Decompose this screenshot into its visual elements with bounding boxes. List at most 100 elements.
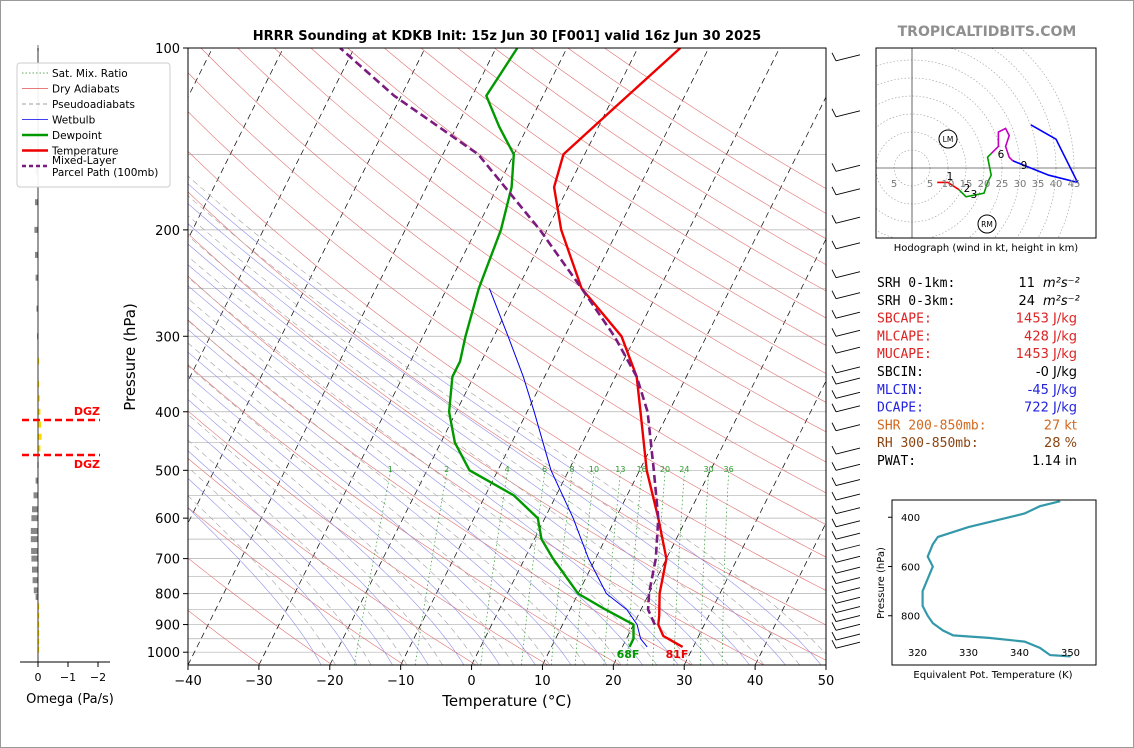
indices-table: SRH 0-1km: 11 m²s⁻² SRH 0-3km: 24 m²s⁻² SBCAPE… <box>877 276 1080 469</box>
surface-dewpoint-label: 68F <box>617 648 640 661</box>
dry-adiabat <box>200 48 826 494</box>
hodo-segment <box>937 181 960 191</box>
omega-bar <box>38 630 40 637</box>
wind-barb-flag <box>831 542 837 552</box>
wind-barb-shaft <box>835 641 861 649</box>
pseudoadiabat <box>188 389 479 665</box>
wind-barb-shaft <box>835 242 861 250</box>
wetbulb-guide <box>188 351 536 665</box>
isotherm-line <box>542 96 826 665</box>
dry-adiabat <box>188 191 826 626</box>
wind-barb-shaft <box>835 110 861 118</box>
wind-barb-shaft <box>835 377 861 385</box>
omega-x-tick-label: −1 <box>60 671 76 684</box>
index-value: 28 % <box>1044 436 1077 451</box>
dry-adiabat <box>420 48 826 319</box>
hodo-marker-label: RM <box>981 220 993 229</box>
wind-barb-flag <box>831 595 837 604</box>
omega-bar <box>31 547 38 554</box>
theta-e-line <box>921 500 1071 658</box>
wind-barb-flag <box>831 364 837 374</box>
wind-barb-shaft <box>835 271 861 279</box>
pseudoadiabat <box>188 215 765 665</box>
mixing-ratio-label: 13 <box>615 465 625 474</box>
wind-barb-flag <box>831 163 837 172</box>
hodo-height-label: 6 <box>998 149 1005 161</box>
omega-bar <box>38 408 41 415</box>
hodo-height-label: 9 <box>1021 160 1028 172</box>
wind-barb-shaft <box>835 555 861 563</box>
omega-bar <box>38 433 42 440</box>
wind-barb-shaft <box>835 424 861 432</box>
hodo-ring-label: 10 <box>942 179 955 190</box>
omega-bar <box>35 274 38 281</box>
omega-bar <box>38 358 40 365</box>
dry-adiabat <box>310 48 826 403</box>
y-tick-label: 100 <box>155 42 180 57</box>
x-tick-label: 40 <box>747 674 764 689</box>
omega-x-tick-label: −2 <box>90 671 106 684</box>
x-tick-label: −10 <box>387 674 414 689</box>
index-label: SBCIN: <box>877 365 924 380</box>
wind-barb-shaft <box>835 623 861 631</box>
y-tick-label: 300 <box>155 330 180 345</box>
hodo-ring-label: 15 <box>960 179 973 190</box>
wind-barb-shaft <box>835 566 861 574</box>
omega-panel: 0 −1 −2 Omega (Pa/s) DGZ DGZ <box>20 45 114 707</box>
hodo-marker-circle <box>938 129 958 149</box>
index-value: -45 J/kg <box>1028 383 1077 398</box>
pseudoadiabat <box>188 365 515 665</box>
omega-bar <box>32 506 38 513</box>
wind-barb-flag <box>831 108 837 118</box>
omega-bar <box>35 251 38 258</box>
wind-barb-flag <box>831 491 837 501</box>
omega-bar <box>36 305 38 312</box>
hodo-ring-label: 5 <box>927 179 933 190</box>
mixing-ratio-line <box>521 470 546 665</box>
index-label: MLCAPE: <box>877 329 932 344</box>
wind-barb-shaft <box>835 366 861 374</box>
wind-barb-flag <box>831 403 837 412</box>
index-label: SHR 200-850mb: <box>877 418 987 433</box>
wind-barb-flag <box>831 328 837 337</box>
wind-barb-shaft <box>835 520 861 528</box>
surface-temperature-label: 81F <box>666 648 689 661</box>
hodo-marker-circle <box>977 214 997 234</box>
index-value: 1453 J/kg <box>1016 347 1077 362</box>
hodograph-frame <box>875 47 1097 239</box>
mixing-ratio-label: 10 <box>589 465 599 474</box>
y-tick-label: 600 <box>155 512 180 527</box>
hodo-height-label: 1 <box>947 171 954 183</box>
wind-barb-shaft <box>835 329 861 337</box>
wetbulb-guide <box>188 223 750 665</box>
mixing-ratio-line <box>626 470 643 665</box>
isotherm-line <box>188 48 355 382</box>
pseudoadiabat <box>188 298 622 665</box>
x-tick-label: −20 <box>316 674 343 689</box>
index-label: DCAPE: <box>877 401 924 416</box>
y-tick-label: 500 <box>155 464 180 479</box>
dry-adiabat <box>188 319 692 665</box>
wind-barb-shaft <box>835 391 861 399</box>
wind-barb-shaft <box>835 532 861 540</box>
wind-barb-flag <box>831 505 837 514</box>
omega-bar <box>33 492 38 499</box>
dgz-upper-label: DGZ <box>74 405 100 418</box>
skewt-background-lines <box>188 48 826 665</box>
omega-x-tick-label: 0 <box>35 671 42 684</box>
wetbulb-guide <box>188 450 393 665</box>
theta-e-x-tick-label: 330 <box>959 648 978 659</box>
hodo-marker-label: LM <box>943 135 954 144</box>
omega-bar <box>35 477 38 484</box>
dry-adiabat <box>188 111 826 558</box>
theta-e-y-tick-label: 400 <box>901 513 920 524</box>
wind-barb-flag <box>831 530 837 540</box>
legend-label: Sat. Mix. Ratio <box>52 68 128 80</box>
mixing-ratio-label: 24 <box>679 465 689 474</box>
mixing-ratio-line <box>353 470 392 665</box>
dry-adiabat <box>188 609 261 665</box>
y-tick-label: 700 <box>155 553 180 568</box>
dgz-lower-label: DGZ <box>74 458 100 471</box>
wind-barb-flag <box>831 518 837 527</box>
x-tick-label: 0 <box>467 674 475 689</box>
